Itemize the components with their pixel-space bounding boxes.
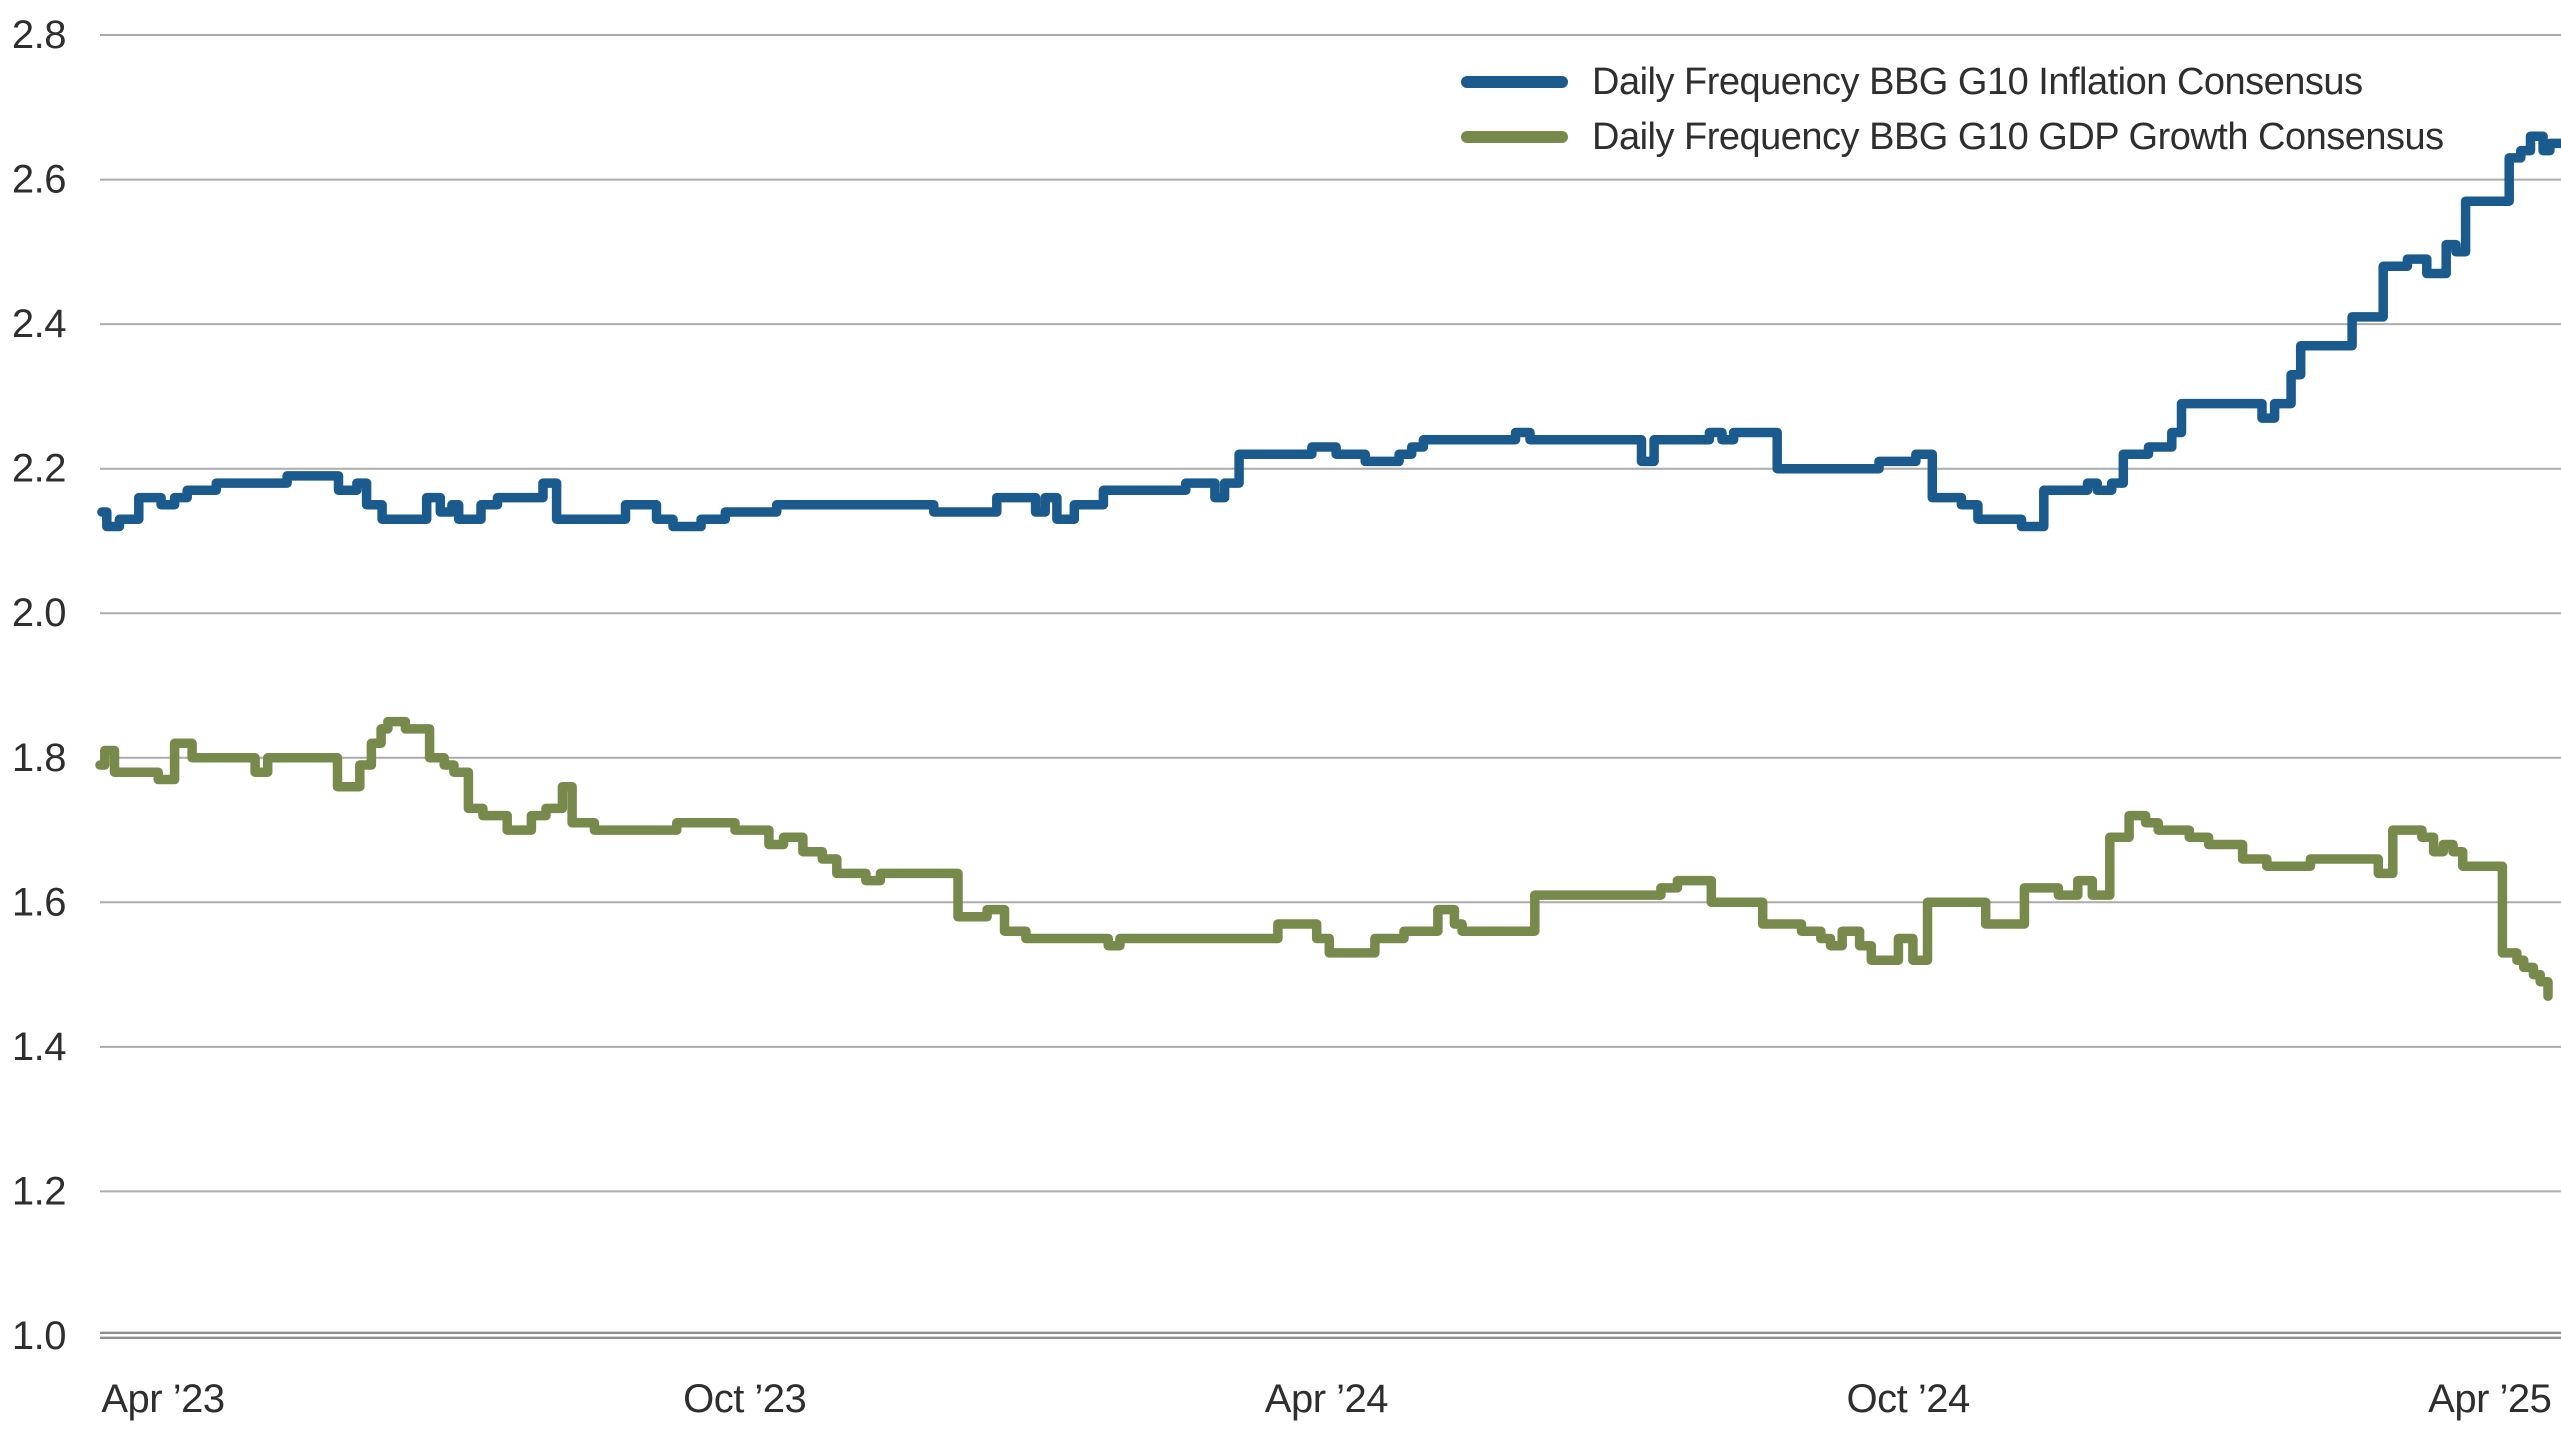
inflation-consensus-line (97, 131, 2561, 532)
y-axis-labels: 1.0 1.2 1.4 1.6 1.8 2.0 2.2 2.4 2.6 2.8 (12, 13, 67, 1358)
y-tick-label: 2.2 (12, 447, 66, 491)
x-tick-label: Oct ’23 (683, 1377, 806, 1421)
legend: Daily Frequency BBG G10 Inflation Consen… (1461, 61, 2444, 158)
y-tick-label: 2.0 (12, 591, 66, 635)
y-tick-label: 2.6 (12, 158, 66, 202)
y-tick-label: 1.2 (12, 1169, 66, 1213)
y-tick-label: 1.4 (12, 1025, 66, 1069)
gdp-growth-legend-label: Daily Frequency BBG G10 GDP Growth Conse… (1592, 116, 2444, 158)
y-tick-label: 1.6 (12, 880, 66, 924)
y-tick-label: 1.0 (12, 1314, 66, 1358)
y-tick-label: 1.8 (12, 736, 66, 780)
gridlines (100, 34, 2561, 1193)
y-tick-label: 2.4 (12, 302, 66, 346)
x-tick-label: Oct ’24 (1846, 1377, 1969, 1421)
gdp-growth-consensus-line (95, 716, 2553, 1002)
data-series (95, 131, 2561, 1002)
x-axis-baseline (100, 1331, 2561, 1340)
x-tick-label: Apr ’25 (2428, 1377, 2551, 1421)
x-tick-label: Apr ’24 (1265, 1377, 1388, 1421)
inflation-legend-label: Daily Frequency BBG G10 Inflation Consen… (1592, 61, 2363, 103)
x-tick-label: Apr ’23 (101, 1377, 224, 1421)
y-tick-label: 2.8 (12, 13, 66, 57)
x-axis-labels: Apr ’23 Oct ’23 Apr ’24 Oct ’24 Apr ’25 (101, 1377, 2552, 1421)
